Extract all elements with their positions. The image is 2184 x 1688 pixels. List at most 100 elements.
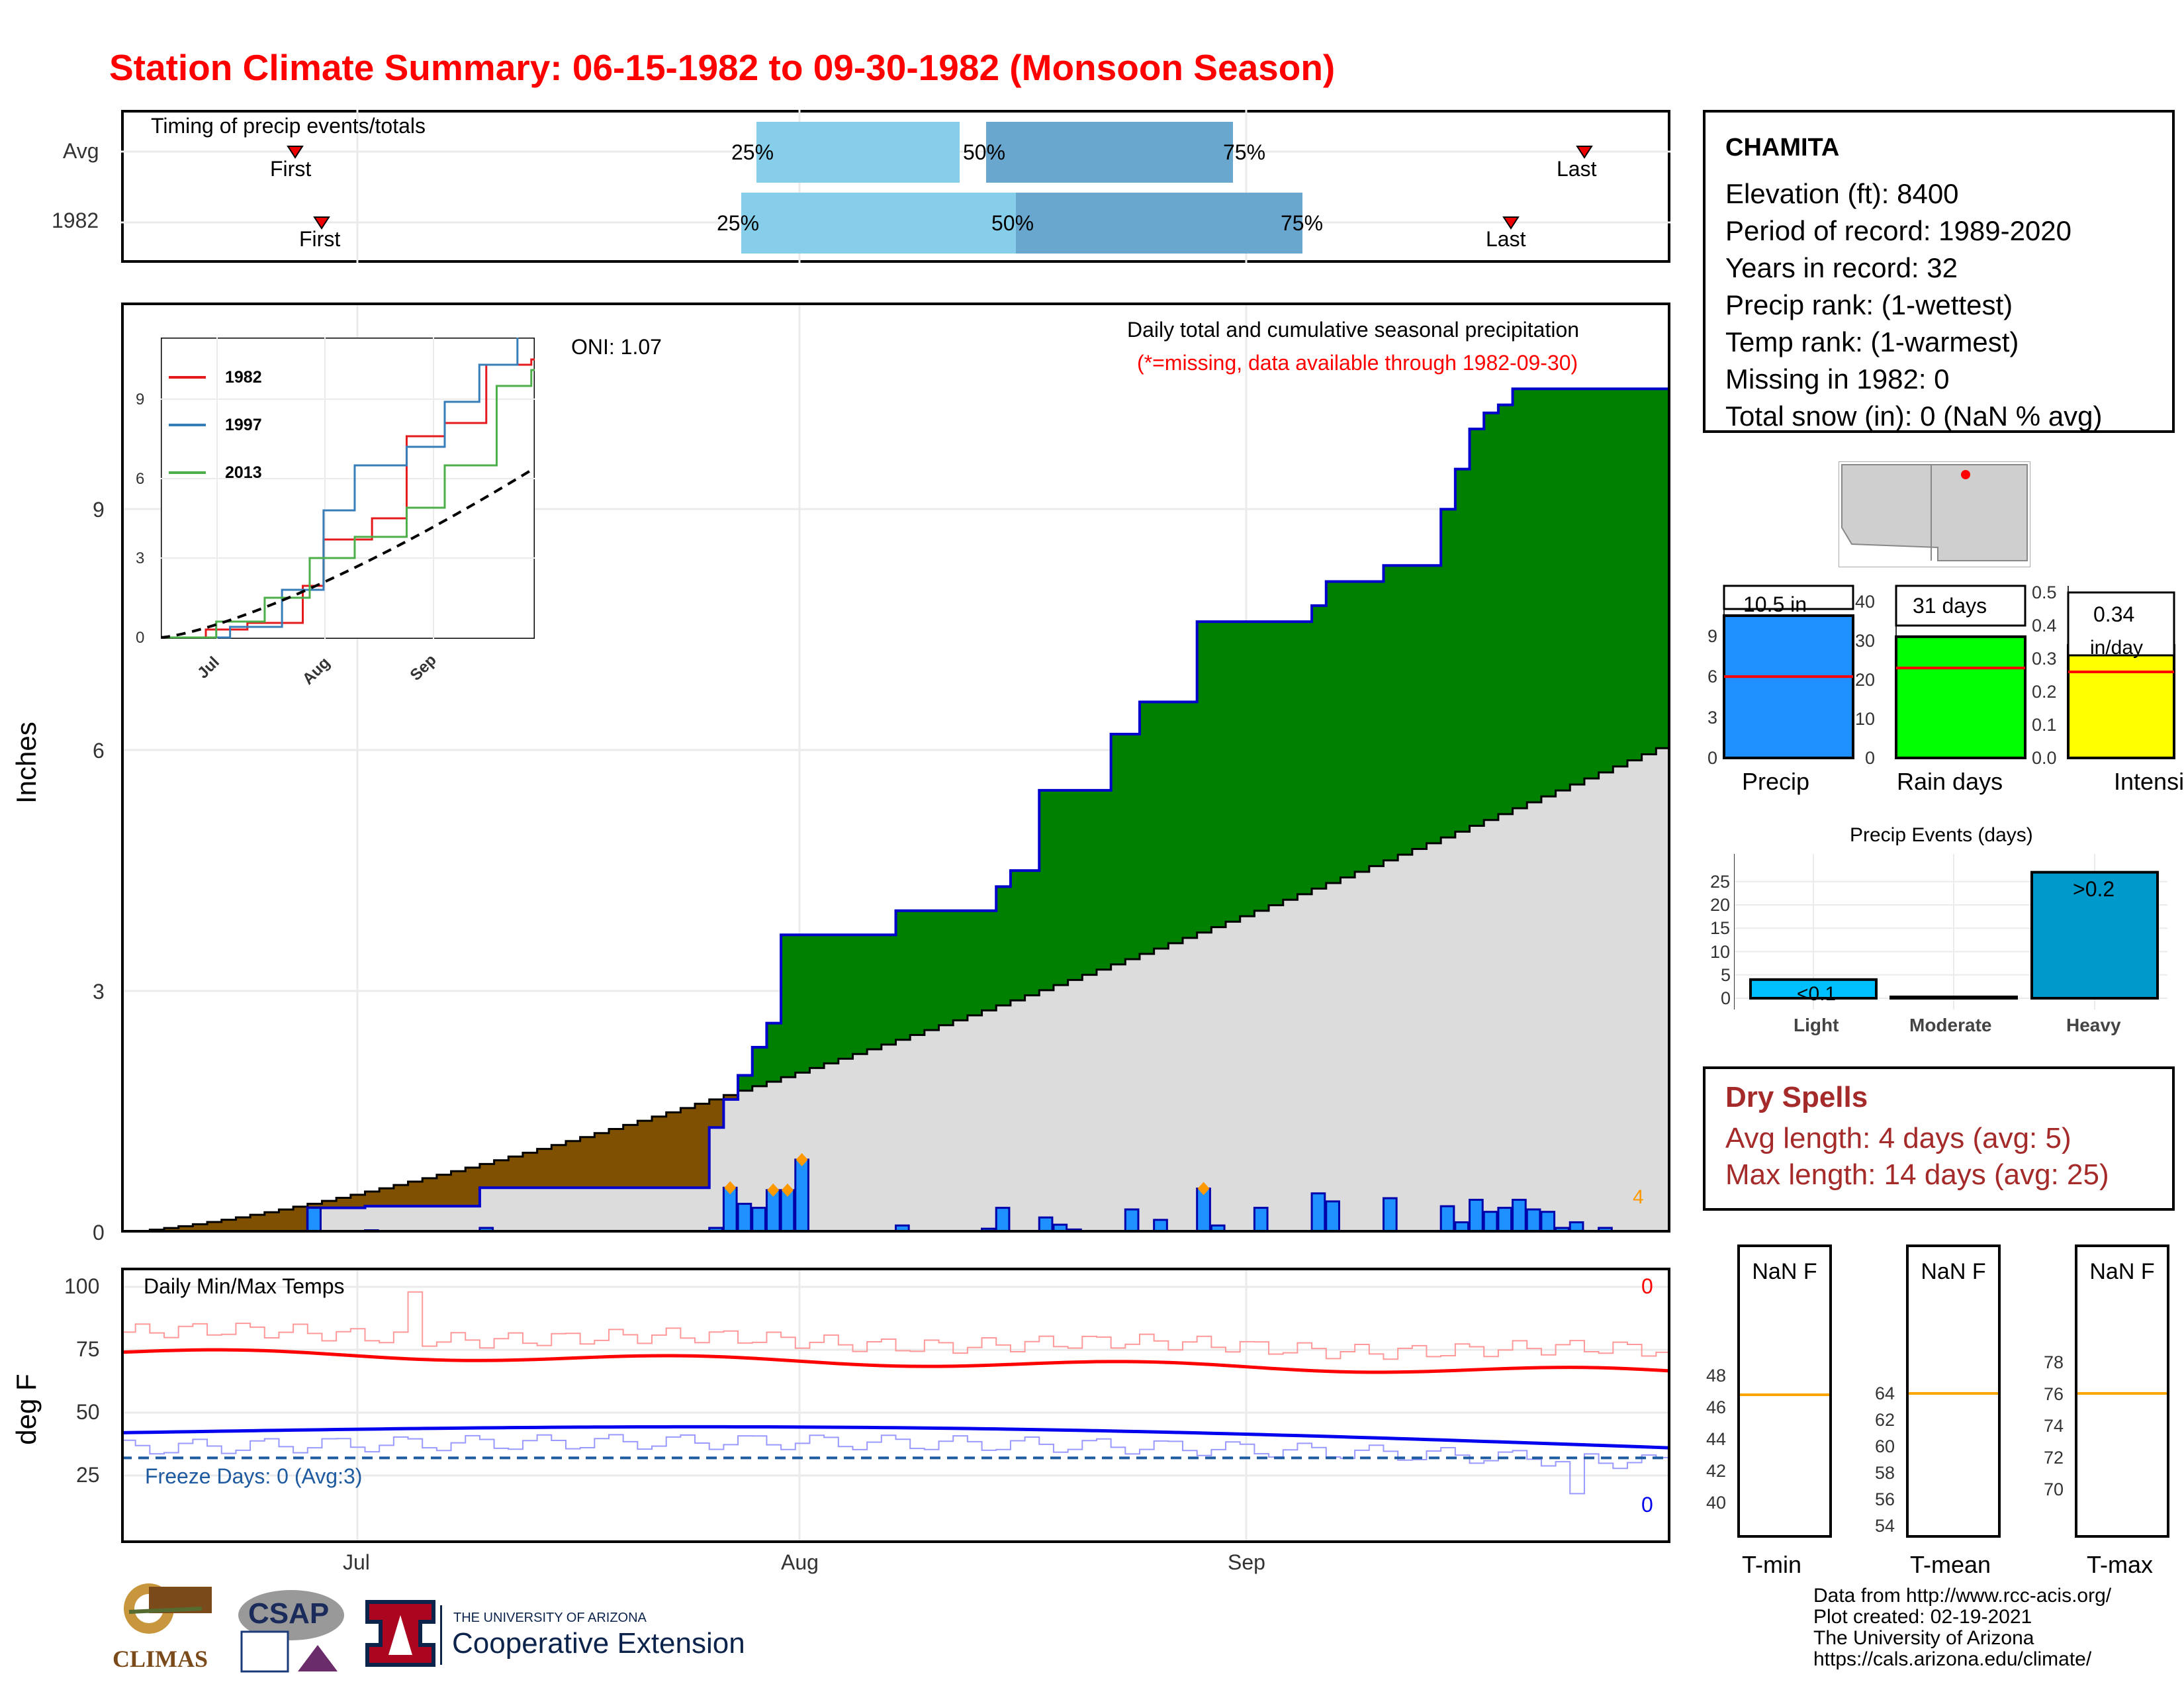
dry-spells-box: Dry Spells Avg length: 4 days (avg: 5) M…	[1703, 1066, 2175, 1211]
station-temp-rank: Temp rank: (1-warmest)	[1725, 326, 2019, 357]
intensity-mini-ytick: 0.1	[2032, 715, 2057, 735]
station-years: Years in record: 32	[1725, 252, 1958, 283]
events-light-label: <0.1	[1797, 983, 1837, 1005]
intensity-mini-label: Intensity	[2114, 768, 2184, 795]
temp-ytick-75: 75	[76, 1337, 100, 1361]
precip-mini-ytick: 9	[1707, 626, 1718, 646]
tmean-avg-line	[1909, 1392, 1998, 1395]
heavy-day-marker	[781, 1183, 794, 1197]
intensity-mini-chart	[2067, 586, 2175, 759]
daily-precip-bar	[1124, 1208, 1140, 1233]
daily-precip-bar	[751, 1207, 766, 1233]
intensity-mini-ytick: 0.3	[2032, 649, 2057, 669]
footer-url: https://cals.arizona.edu/climate/	[1813, 1648, 2092, 1670]
inset-chart	[161, 338, 535, 639]
tmin-box: NaN F	[1737, 1244, 1832, 1538]
precip-mini-ytick: 3	[1707, 707, 1718, 727]
heavy-day-marker	[796, 1152, 808, 1166]
events-cat-light: Light	[1794, 1015, 1839, 1035]
location-map	[1839, 461, 2030, 567]
temp-box-ytick: 48	[1706, 1366, 1727, 1385]
inset-avg-line	[161, 467, 535, 639]
y1982-last-marker	[1502, 216, 1520, 230]
daily-precip-bar	[1382, 1197, 1398, 1233]
avg-first-label: First	[270, 157, 312, 181]
inset-ytick-3: 3	[136, 549, 145, 567]
temp-svg	[121, 1268, 1670, 1543]
station-missing: Missing in 1982: 0	[1725, 363, 1950, 395]
footer-created: Plot created: 02-19-2021	[1813, 1606, 2032, 1628]
tmean-box: NaN F	[1906, 1244, 2001, 1538]
cumulative-1982-line	[121, 387, 1670, 1233]
raindays-mini-chart	[1895, 585, 2026, 760]
events-ytick: 5	[1721, 964, 1731, 985]
raindays-mini-ytick: 40	[1855, 591, 1876, 612]
tmin-label: T-min	[1742, 1551, 1801, 1578]
daily-precip-bar	[995, 1207, 1011, 1233]
precip-mini-ytick: 6	[1707, 667, 1718, 687]
avg-p75-label: 75%	[1223, 140, 1266, 164]
ua-divider	[440, 1605, 442, 1665]
timing-row-avg-label: Avg	[63, 139, 99, 163]
avg-last-label: Last	[1557, 157, 1597, 181]
climas-logo: CLIMAS	[109, 1579, 215, 1678]
events-ytick: 15	[1710, 918, 1731, 939]
station-snow: Total snow (in): 0 (NaN % avg)	[1725, 400, 2103, 432]
min-count-label: 0	[1641, 1493, 1653, 1517]
tmax-avg-line	[2077, 1392, 2167, 1395]
daily-precip-bar	[1439, 1205, 1455, 1233]
timing-row-1982-label: 1982	[52, 209, 99, 232]
avg-last-marker	[1576, 146, 1593, 159]
raindays-mini-value: 31 days	[1913, 594, 1987, 618]
station-location-dot	[1961, 470, 1970, 479]
raindays-mini-bar	[1895, 635, 2026, 760]
temp-box-ytick: 72	[2044, 1448, 2064, 1468]
tmax-box: NaN F	[2075, 1244, 2169, 1538]
daily-precip-bar	[794, 1158, 809, 1233]
temp-box-ytick: 54	[1875, 1516, 1895, 1536]
y1982-last-label: Last	[1486, 227, 1526, 251]
temp-title: Daily Min/Max Temps	[144, 1274, 345, 1298]
precip-mini-chart	[1723, 585, 1854, 760]
event-bars	[1749, 870, 2159, 1000]
legend-1982-label: 1982	[225, 368, 262, 387]
precip-ytick-9: 9	[93, 498, 105, 522]
intensity-mini-ytick: 0.4	[2032, 616, 2057, 635]
climas-text: CLIMAS	[113, 1646, 208, 1672]
csap-text: CSAP	[248, 1597, 330, 1630]
footer-data-source: Data from http://www.rcc-acis.org/	[1813, 1585, 2112, 1607]
footer-university: The University of Arizona	[1813, 1627, 2034, 1649]
surplus-area	[738, 389, 1670, 1091]
events-ytick: 25	[1710, 871, 1731, 892]
temp-box-ytick: 76	[2044, 1384, 2064, 1404]
event-bar-moderate	[1889, 996, 2018, 1000]
inset-ytick-6: 6	[136, 470, 145, 488]
tmax-value: NaN F	[2089, 1259, 2155, 1284]
mini-bars-svg	[1723, 585, 2175, 760]
tmean-label: T-mean	[1910, 1551, 1991, 1578]
event-bar-heavy	[2030, 870, 2159, 1000]
precip-ytick-3: 3	[93, 980, 105, 1004]
daily-precip-bar	[306, 1207, 322, 1233]
intensity-mini-ytick: 0.0	[2032, 748, 2057, 768]
temp-ylabel: deg F	[11, 1374, 42, 1445]
temp-box-ytick: 62	[1875, 1410, 1895, 1430]
tmin-value: NaN F	[1752, 1259, 1817, 1284]
footer-credits: Data from http://www.rcc-acis.org/ Plot …	[1813, 1585, 2111, 1670]
station-elevation: Elevation (ft): 8400	[1725, 178, 1959, 209]
daily-precip-bar	[1038, 1216, 1054, 1233]
precip-ytick-0: 0	[93, 1221, 105, 1244]
avg-min-temp-line	[121, 1425, 1670, 1450]
avg-p50-label: 50%	[963, 140, 1006, 164]
y1982-first-label: First	[299, 227, 341, 251]
temp-box-ytick: 60	[1875, 1436, 1895, 1456]
event-bar-light	[1749, 978, 1878, 1000]
intensity-mini-ytick: 0.2	[2032, 682, 2057, 702]
inset-series-lines	[161, 338, 535, 639]
heavy-day-marker	[767, 1183, 780, 1197]
daily-precip-bar	[1253, 1207, 1269, 1233]
y1982-p50-label: 50%	[991, 211, 1034, 235]
precip-mini-value: 10.5 in	[1743, 592, 1807, 616]
intensity-mini-bar	[2067, 644, 2175, 759]
inset-ytick-0: 0	[136, 629, 145, 647]
